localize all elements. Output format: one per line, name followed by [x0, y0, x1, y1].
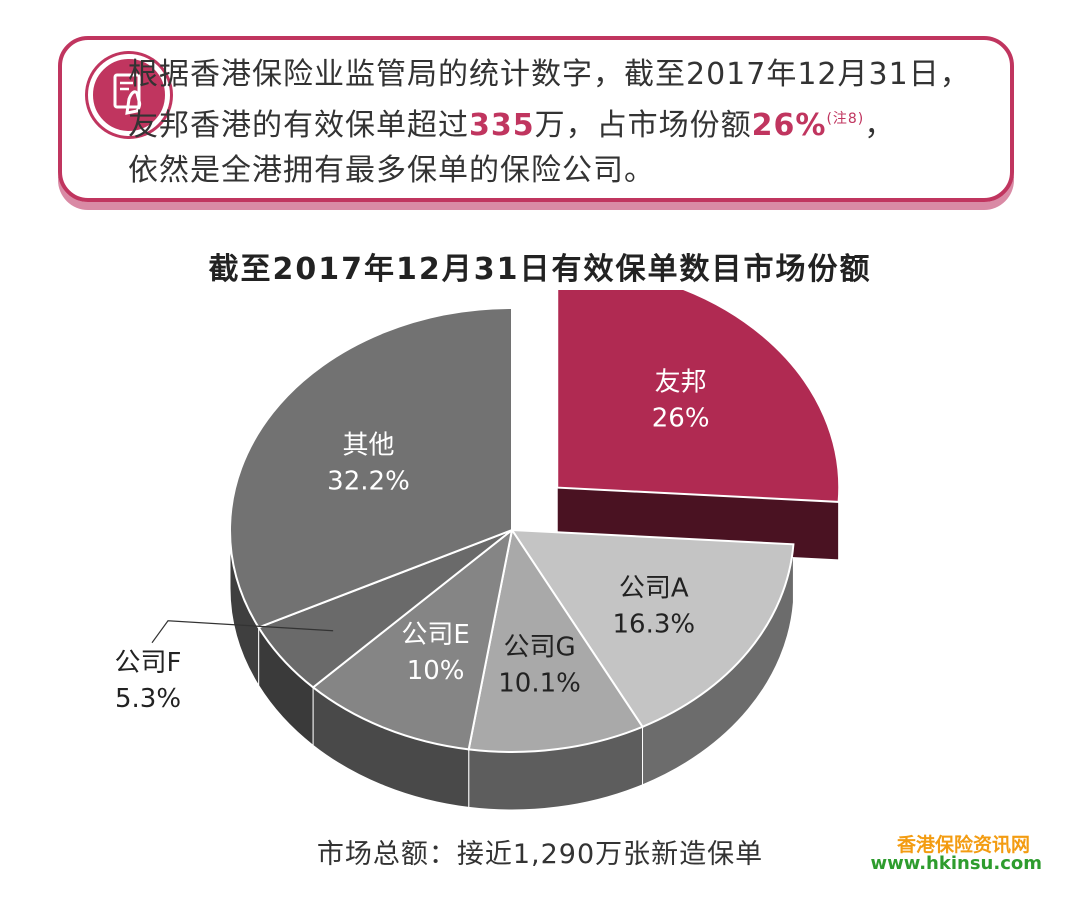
slice-公司G — [467, 527, 645, 753]
info-line-2: 友邦香港的有效保单超过335万，占市场份额26%(注8)， — [128, 97, 971, 148]
leader-line-公司F — [151, 620, 334, 644]
watermark-title: 香港保险资讯网 — [896, 834, 1030, 856]
market-total: 市场总额：接近1,290万张新造保单 — [316, 839, 764, 870]
chart-title: 截至2017年12月31日有效保单数目市场份额 — [208, 252, 872, 287]
info-line-3: 依然是全港拥有最多保单的保险公司。 — [128, 153, 655, 188]
document-hand-icon — [88, 54, 170, 136]
slice-value-公司F: 5.3% — [115, 684, 181, 714]
info-line-2-b: 万，占市场份额 — [534, 108, 752, 143]
slice-label-友邦: 友邦 — [655, 367, 707, 397]
slice-label-公司A: 公司A — [619, 574, 689, 604]
slice-公司E — [311, 527, 514, 751]
market-share: 26% — [751, 108, 827, 143]
slice-友邦 — [556, 290, 841, 503]
pie-chart: 友邦 26% 公司A 16.3% 公司G 10.1% 公司E 10% 公司F 5.3% 其他 32.2… — [115, 290, 841, 811]
slice-其他 — [229, 306, 513, 629]
info-line-2-c: ， — [864, 108, 896, 143]
info-text: 根据香港保险业监管局的统计数字，截至2017年12月31日， 友邦香港的有效保单… — [128, 52, 971, 193]
policy-count: 335 — [469, 108, 535, 143]
slice-value-公司G: 10.1% — [498, 668, 581, 698]
info-line-1: 根据香港保险业监管局的统计数字，截至2017年12月31日， — [128, 57, 971, 92]
info-line-2-a: 友邦香港的有效保单超过 — [128, 108, 469, 143]
slice-公司A — [510, 528, 795, 729]
slice-label-公司E: 公司E — [401, 620, 469, 650]
slice-value-友邦: 26% — [652, 403, 710, 433]
slice-value-公司E: 10% — [407, 656, 465, 686]
slice-label-公司F: 公司F — [115, 648, 182, 678]
footnote-ref: (注8) — [826, 111, 865, 127]
slice-value-其他: 32.2% — [327, 466, 410, 496]
slice-label-公司G: 公司G — [503, 632, 575, 662]
slice-value-公司A: 16.3% — [612, 610, 695, 640]
watermark-url: www.hkinsu.com — [870, 853, 1042, 874]
slice-label-其他: 其他 — [342, 430, 394, 460]
info-box — [58, 36, 1014, 202]
